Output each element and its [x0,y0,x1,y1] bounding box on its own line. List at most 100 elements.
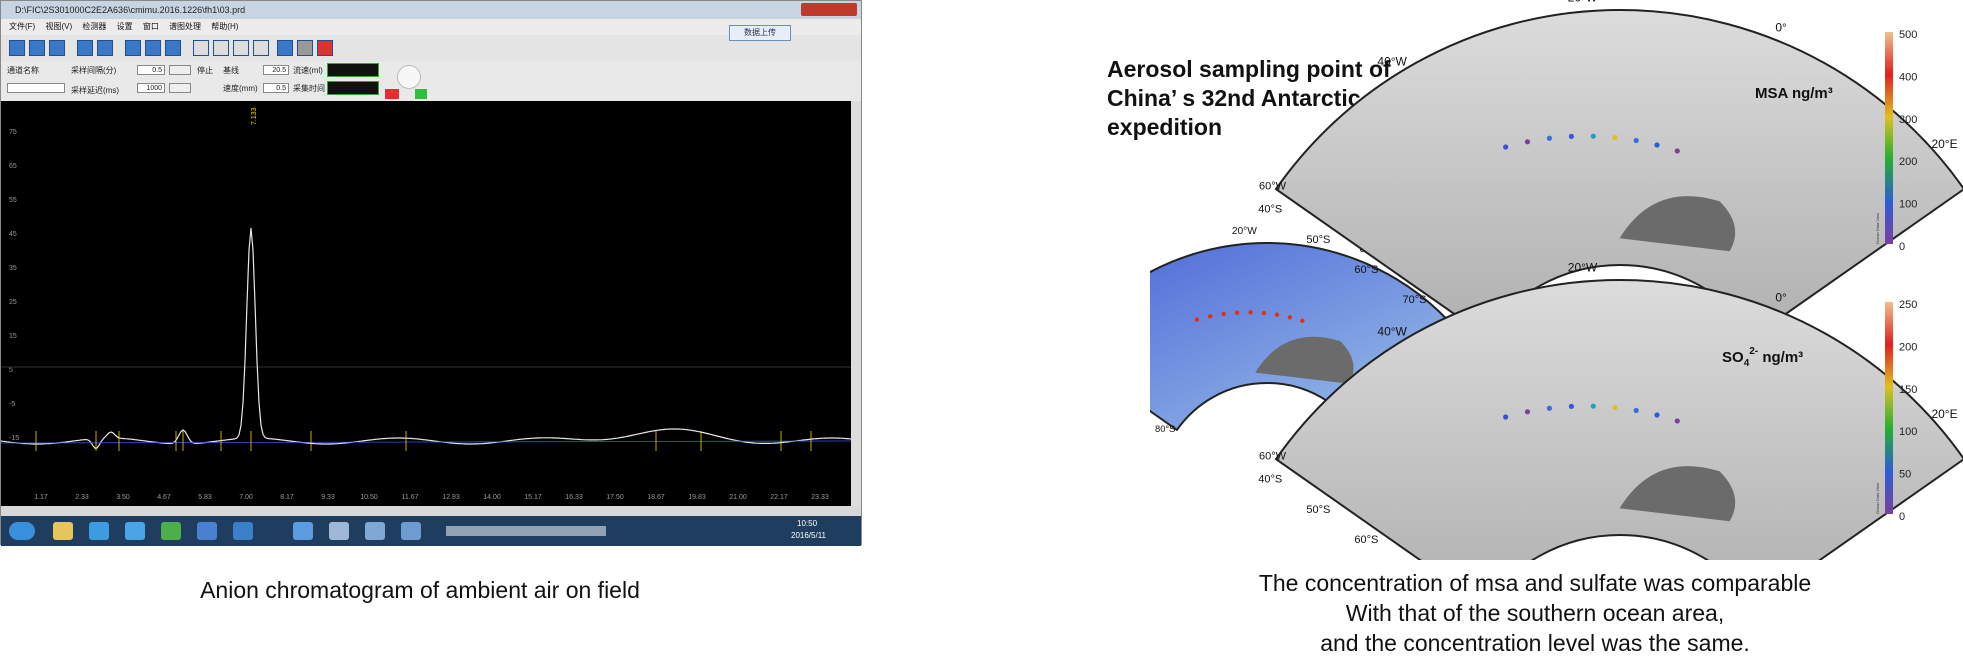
interval-label: 采样间隔(分) [71,66,117,75]
window-controls[interactable] [801,3,857,16]
chart-app-icon[interactable] [197,522,217,540]
open-icon[interactable] [29,40,45,56]
table-icon[interactable] [213,40,229,56]
menu-item-file[interactable]: 文件(F) [9,22,36,31]
save-icon[interactable] [49,40,65,56]
route-sample-point [1208,314,1213,319]
route-antarctica [1255,336,1354,384]
parameter-panel: 通道名称 采样间隔(分) 0.5 采样延迟(ms) 1000 停止 基线 20.… [1,61,861,101]
so4-lat-label: 40°S [1258,474,1282,486]
docs-icon[interactable] [401,522,421,540]
msa-sample-point [1590,133,1596,139]
channel-select[interactable] [7,83,65,93]
msa-colorbar: 500 400 300 200 100 0 Ocean Data View [1875,29,1917,253]
app-icon[interactable] [161,522,181,540]
msa-sample-point [1633,137,1639,144]
grid-icon[interactable] [193,40,209,56]
zoom-icon[interactable] [77,40,93,56]
menu-item-window[interactable]: 窗口 [142,22,159,31]
x-tick-label: 12.83 [442,494,460,501]
chromatogram-plot[interactable]: 75 65 55 45 35 25 15 5 -5 -15 1.17 2.33 3.50 4.67 5.83… [0,101,852,506]
msa-lat-label: 40°S [1258,204,1282,216]
menu-item-view[interactable]: 视图(V) [45,22,73,31]
window-icon[interactable] [293,522,313,540]
new-icon[interactable] [9,40,25,56]
msa-lon-label: 40°W [1377,54,1407,68]
so4-sample-point [1674,418,1680,424]
so4-colorbar-tick: 150 [1899,384,1917,396]
menu-item-help[interactable]: 帮助(H) [211,22,239,31]
maps-figure: 40°W 20°W 0° 20°E 40°S 50°S 60°S 70°S 80°S 60°W 40… [1150,0,1963,560]
x-tick-label: 22.17 [770,494,788,501]
menu-item-processing[interactable]: 谱图处理 [169,22,202,31]
interval-confirm-button[interactable] [169,65,191,75]
speed-field[interactable]: 0.5 [263,83,289,93]
home-icon[interactable] [317,40,333,56]
vertical-scrollbar[interactable] [851,101,861,506]
toolbar [1,35,861,61]
browser-icon[interactable] [233,522,253,540]
x-tick-label: 19.83 [688,494,706,501]
start-menu-icon[interactable] [9,522,35,540]
bird-icon[interactable] [125,522,145,540]
delay-confirm-button[interactable] [169,83,191,93]
chart-icon[interactable] [233,40,249,56]
network-app-icon[interactable] [365,522,385,540]
stop-button[interactable] [385,89,399,99]
upload-button[interactable]: 数据上传 [729,25,791,41]
baseline-fit [0,440,852,444]
clock-time: 10:50 [797,519,818,528]
search-icon[interactable] [97,40,113,56]
route-sample-point [1234,310,1240,315]
x-tick-label: 14.00 [483,494,501,501]
integrate-icon[interactable] [125,40,141,56]
flow-label: 流速(ml) [293,66,323,75]
x-tick-label: 15.17 [524,494,542,501]
start-button[interactable] [415,89,427,99]
so4-colorbar-tick: 100 [1899,426,1917,438]
print-icon[interactable] [297,40,313,56]
so4-colorbar-label: Ocean Data View [1875,483,1880,514]
msa-lon-label: 0° [1775,20,1787,34]
menu-item-detector[interactable]: 检测器 [82,22,107,31]
report-icon[interactable] [165,40,181,56]
msa-lon-label: 20°E [1931,137,1957,151]
x-tick-label: 23.33 [811,494,829,501]
list-icon[interactable] [253,40,269,56]
so4-colorbar-tick: 0 [1899,511,1905,523]
so4-sample-point [1546,405,1553,411]
msa-colorbar-ramp [1885,32,1893,244]
msa-corner-label: 60°W [1259,181,1287,193]
so4-sample-point [1568,403,1574,409]
explorer-icon[interactable] [53,522,73,540]
y-tick-label: -5 [9,401,15,408]
screen-icon[interactable] [329,522,349,540]
x-tick-label: 10.50 [360,494,378,501]
route-sample-point [1287,315,1293,320]
so4-sample-point [1524,409,1531,415]
chromatogram-trace [0,227,852,449]
msa-sample-point [1546,135,1553,141]
tray-icons[interactable] [446,526,606,536]
figure-title: Aerosol sampling point of China’ s 32nd … [1107,56,1391,140]
help-icon[interactable] [277,40,293,56]
chromatogram-svg: 75 65 55 45 35 25 15 5 -5 -15 1.17 2.33 3.50 4.67 5.83… [0,107,852,501]
delay-field[interactable]: 1000 [137,83,165,93]
x-tick-label: 17.50 [606,494,624,501]
msa-colorbar-tick: 0 [1899,241,1905,253]
menu-item-settings[interactable]: 设置 [116,22,133,31]
x-tick-label: 7.00 [239,494,253,501]
baseline-field[interactable]: 20.5 [263,65,289,75]
time-label: 采集时间 [293,84,325,93]
msa-sample-point [1612,134,1618,141]
so4-corner-label: 60°W [1259,451,1287,463]
msa-lon-label: 20°W [1568,0,1598,5]
calibrate-icon[interactable] [145,40,161,56]
so4-sample-point [1633,407,1639,414]
msa-lat-label: 60°S [1354,264,1378,276]
flow-readout [327,63,379,77]
ie-icon[interactable] [89,522,109,540]
msa-sample-point [1503,144,1509,150]
x-tick-label: 18.67 [647,494,665,501]
interval-field[interactable]: 0.5 [137,65,165,75]
